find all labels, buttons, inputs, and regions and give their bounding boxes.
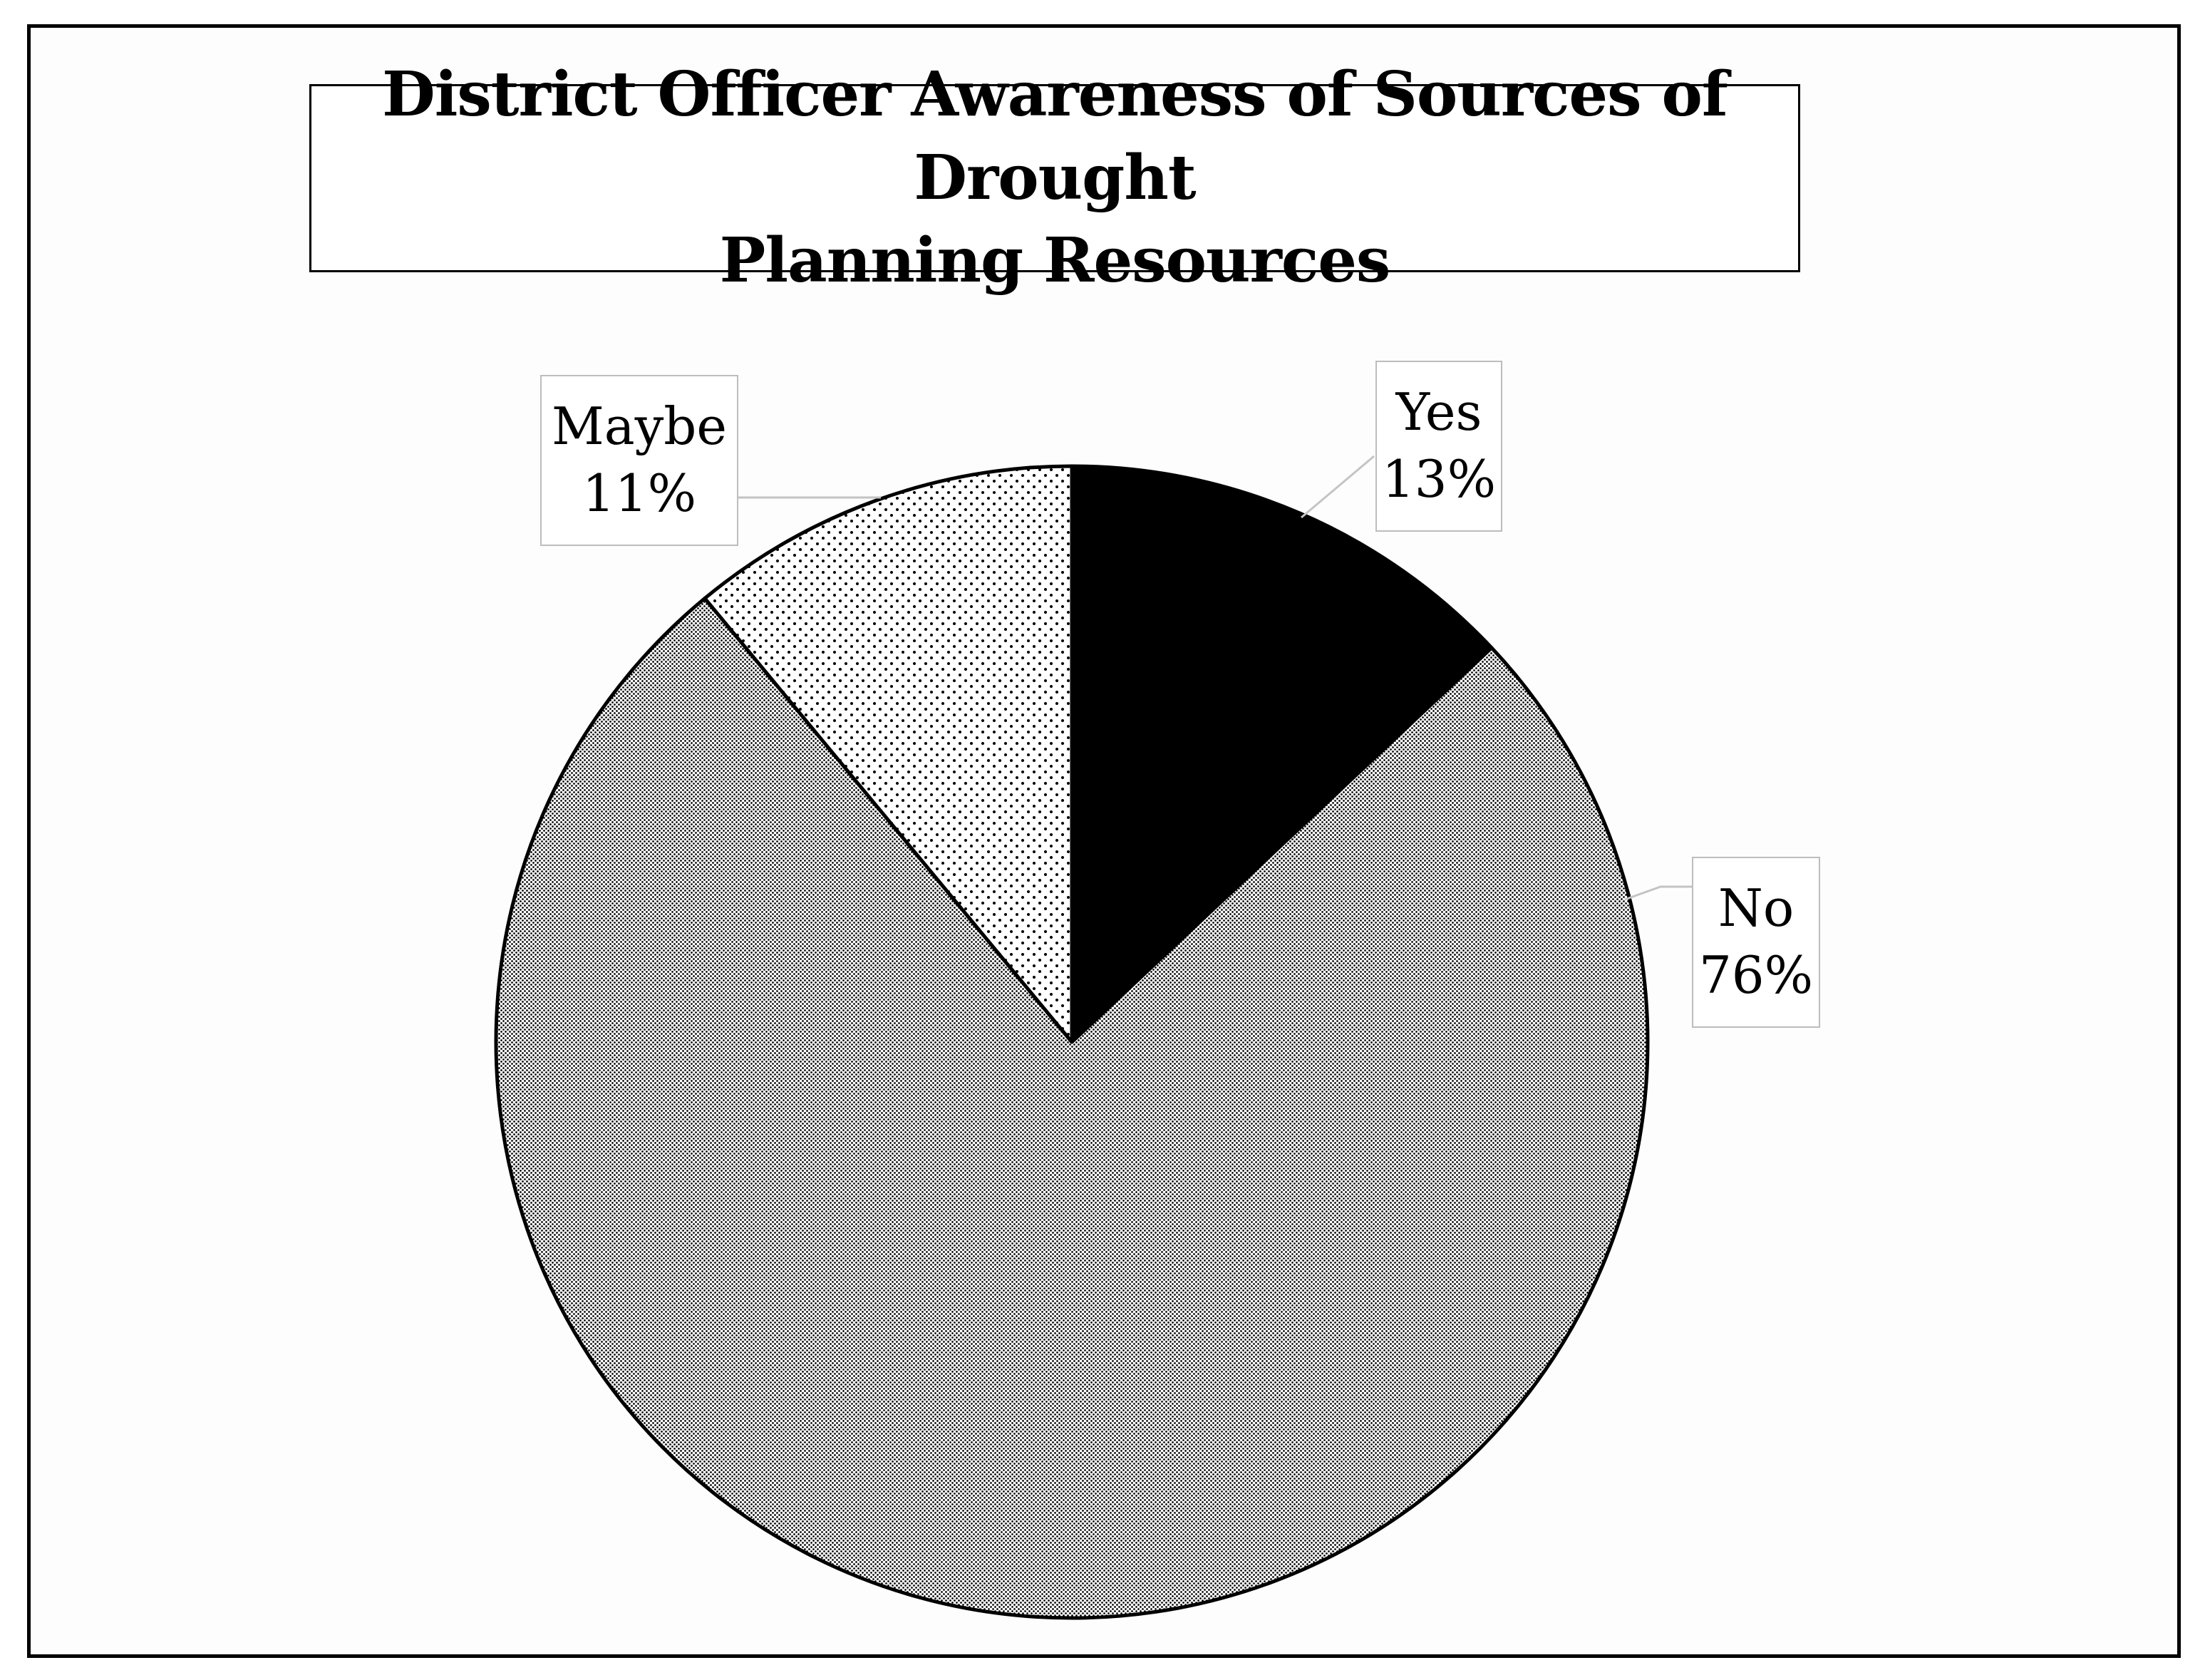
pie-slice-maybe bbox=[703, 464, 1074, 1044]
chart-title-box: District Officer Awareness of Sources of… bbox=[309, 58, 1800, 297]
pie-slice-yes bbox=[1070, 464, 1494, 1044]
data-label-no-category: No bbox=[1718, 878, 1795, 939]
chart-title: District Officer Awareness of Sources of… bbox=[326, 53, 1784, 304]
data-label-maybe-percent: 11% bbox=[582, 463, 697, 523]
data-label-yes-category: Yes bbox=[1395, 382, 1482, 443]
leader-lines bbox=[738, 455, 1692, 901]
pie-slice-no bbox=[494, 596, 1650, 1620]
chart-title-line-2: Planning Resources bbox=[719, 225, 1391, 297]
data-label-maybe: Maybe 11% bbox=[540, 375, 738, 546]
chart-title-line-1: District Officer Awareness of Sources of… bbox=[382, 58, 1728, 214]
leader-line-no bbox=[1624, 885, 1692, 901]
data-label-maybe-category: Maybe bbox=[551, 396, 728, 457]
leader-line-yes bbox=[1301, 455, 1375, 519]
pie-slices bbox=[494, 464, 1650, 1620]
data-label-yes-percent: 13% bbox=[1381, 449, 1497, 509]
data-label-yes: Yes 13% bbox=[1375, 361, 1502, 532]
data-label-no: No 76% bbox=[1692, 857, 1820, 1028]
data-label-no-percent: 76% bbox=[1698, 945, 1814, 1005]
